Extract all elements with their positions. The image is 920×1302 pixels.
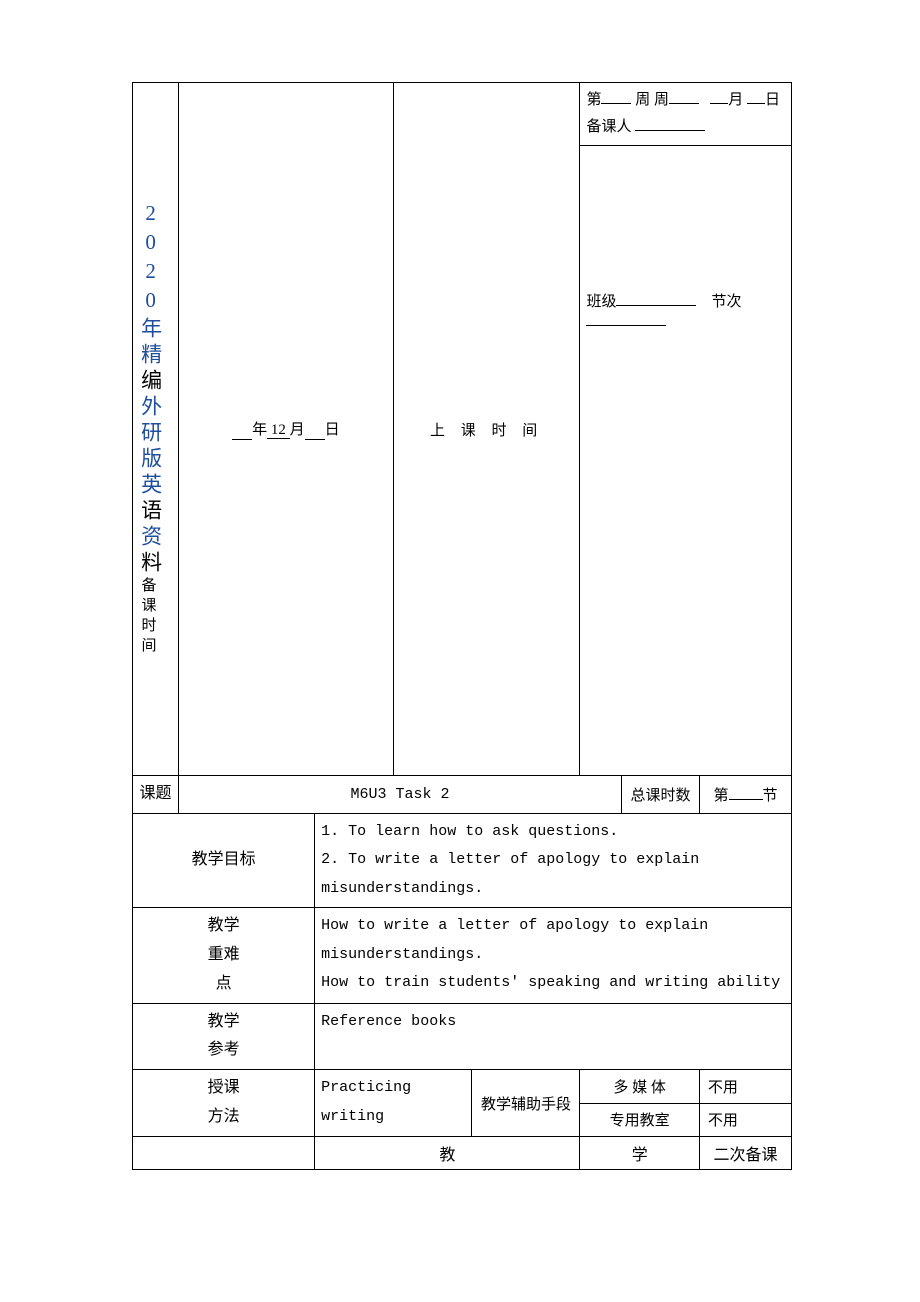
prep-date-cell: 年 12 月 日 [179,83,394,776]
title-blue-2: 外研版英 [139,395,163,499]
week-line: 第 周 周 月 日 [586,87,785,114]
multimedia-value: 不用 [699,1070,791,1103]
multimedia-label: 多 媒 体 [580,1070,699,1103]
vertical-title: 2020年精编外研版英语资料 [133,201,167,577]
period-number-cell: 第节 [700,776,792,814]
classroom-value: 不用 [699,1103,791,1136]
key-points-label: 教学 重难 点 [133,908,315,1003]
second-prep-header: 二次备课 [700,1136,792,1169]
classroom-label: 专用教室 [580,1103,699,1136]
learn-header: 学 [580,1136,700,1169]
vertical-title-cell: 2020年精编外研版英语资料 备课时间 [133,83,179,776]
objectives-label: 教学目标 [133,813,315,908]
aux-label: 教学辅助手段 [472,1070,580,1137]
title-blue-3: 资 [139,525,163,551]
key-points-content: How to write a letter of apology to expl… [315,908,792,1003]
prep-date-text: 年 12 月 日 [252,422,340,438]
method-label: 授课 方法 [133,1070,315,1137]
title-blue-1: 2020年精 [139,201,163,369]
reference-label: 教学 参考 [133,1003,315,1070]
class-time-label: 上 课 时 间 [393,83,580,776]
objectives-content: 1. To learn how to ask questions. 2. To … [315,813,792,908]
keypoint-1: How to write a letter of apology to expl… [321,912,785,969]
lesson-plan-table: 2020年精编外研版英语资料 备课时间 年 12 月 日 上 课 时 间 第 周… [132,82,792,1170]
method-content: Practicing writing [315,1070,472,1137]
header-info-cell: 第 周 周 月 日 备课人 [580,83,792,146]
topic-label: 课题 [133,776,179,814]
preparer-line: 备课人 [586,114,785,141]
prep-time-label: 备课时间 [133,577,162,657]
topic-value: M6U3 Task 2 [179,776,622,814]
period-label: 节次 [711,294,741,310]
total-periods-label: 总课时数 [621,776,699,814]
title-black-1: 编 [139,369,163,395]
keypoint-2: How to train students' speaking and writ… [321,969,785,998]
class-period-cell: 班级 节次 [580,146,792,776]
title-black-2: 语 [139,499,163,525]
reference-content: Reference books [315,1003,792,1070]
teach-header: 教 [315,1136,580,1169]
bottom-empty [133,1136,315,1169]
title-black-3: 料 [139,551,163,577]
objective-2: 2. To write a letter of apology to expla… [321,846,785,903]
class-label: 班级 [586,294,616,310]
objective-1: 1. To learn how to ask questions. [321,818,785,847]
